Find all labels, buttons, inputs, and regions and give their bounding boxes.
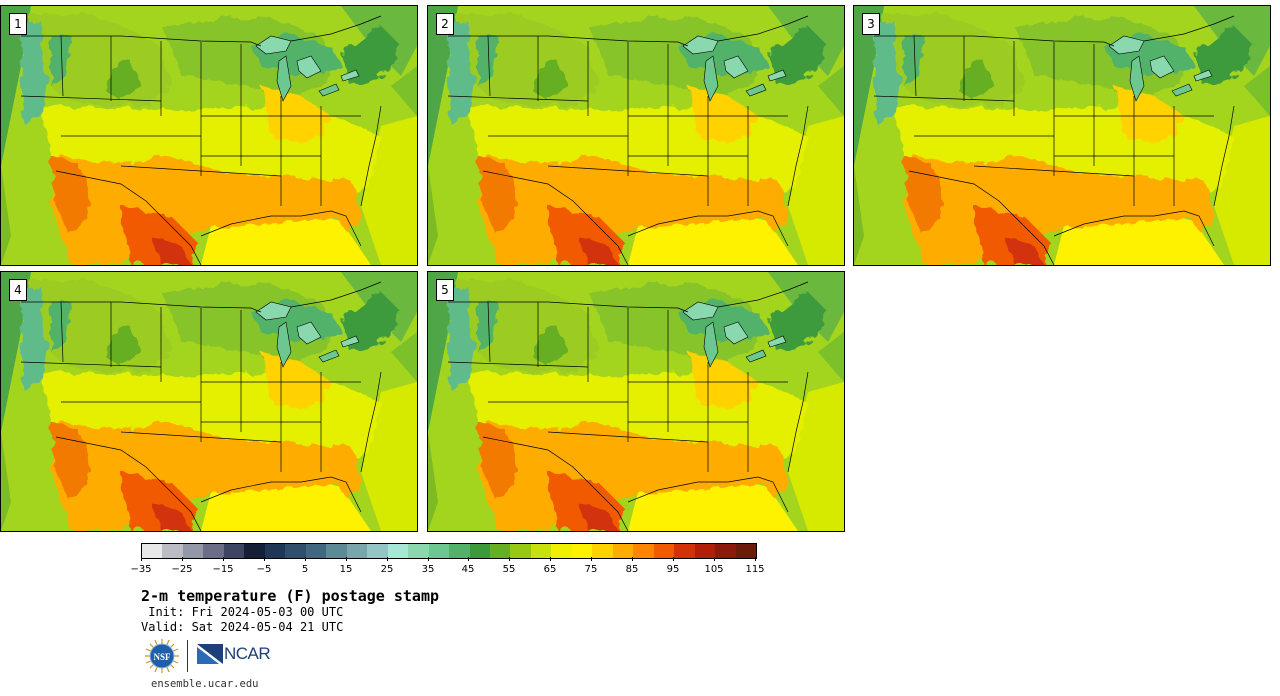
temperature-map-1 (1, 6, 417, 265)
colorbar-swatch (551, 544, 572, 558)
member-number-badge-4: 4 (9, 279, 27, 301)
colorbar-tick (673, 557, 674, 561)
temperature-map-3 (854, 6, 1270, 265)
colorbar-tick (346, 557, 347, 561)
member-number-badge-5: 5 (436, 279, 454, 301)
init-time: Init: Fri 2024-05-03 00 UTC (141, 605, 344, 619)
colorbar-swatch (408, 544, 429, 558)
colorbar-tick (223, 557, 224, 561)
colorbar-swatch (612, 544, 634, 558)
temperature-map-2 (428, 6, 844, 265)
colorbar-tick-label: 25 (380, 564, 394, 575)
colorbar-swatch (346, 544, 368, 558)
colorbar-swatch (142, 544, 163, 558)
colorbar-swatch (715, 544, 736, 558)
colorbar-swatch (530, 544, 552, 558)
logo-divider (187, 640, 188, 672)
ncar-logo-icon (197, 644, 223, 664)
site-url: ensemble.ucar.edu (151, 678, 259, 690)
nsf-logo-text: NSF (153, 652, 171, 662)
colorbar-tick-label: 5 (301, 564, 309, 575)
colorbar-tick (387, 557, 388, 561)
colorbar-swatch (264, 544, 286, 558)
colorbar-tick (468, 557, 469, 561)
colorbar-swatch (735, 544, 757, 558)
colorbar-tick-label: 85 (625, 564, 639, 575)
valid-time: Valid: Sat 2024-05-04 21 UTC (141, 620, 344, 634)
colorbar-swatch (633, 544, 654, 558)
colorbar-tick (264, 557, 265, 561)
colorbar-tick (591, 557, 592, 561)
ensemble-member-map-5: 5 (427, 271, 845, 532)
ncar-logo-text: NCAR (224, 644, 271, 663)
member-number-badge-1: 1 (9, 13, 27, 35)
nsf-logo-icon: NSF (145, 639, 179, 673)
colorbar-swatch (387, 544, 409, 558)
temperature-map-4 (1, 272, 417, 531)
colorbar-swatch (244, 544, 265, 558)
colorbar-tick (428, 557, 429, 561)
colorbar-swatch (469, 544, 490, 558)
colorbar-tick-label: 15 (339, 564, 353, 575)
colorbar-swatch (449, 544, 470, 558)
colorbar-tick-label: 95 (666, 564, 680, 575)
colorbar-tick (714, 557, 715, 561)
colorbar-swatch (510, 544, 531, 558)
colorbar-swatch (653, 544, 675, 558)
colorbar-swatch (162, 544, 183, 558)
colorbar-tick-label: −5 (256, 564, 272, 575)
colorbar-swatch (428, 544, 450, 558)
colorbar-tick-label: 45 (461, 564, 475, 575)
colorbar-tick-label: −35 (130, 564, 152, 575)
colorbar-tick-label: 75 (584, 564, 598, 575)
colorbar-swatch (571, 544, 593, 558)
colorbar-swatch (182, 544, 204, 558)
colorbar-tick (141, 557, 142, 561)
colorbar-tick (182, 557, 183, 561)
colorbar-swatch (285, 544, 306, 558)
ensemble-member-map-4: 4 (0, 271, 418, 532)
colorbar-swatch (694, 544, 716, 558)
colorbar-swatch (674, 544, 695, 558)
temperature-colorbar (141, 543, 757, 559)
colorbar-tick-label: 55 (502, 564, 516, 575)
ensemble-member-map-3: 3 (853, 5, 1271, 266)
colorbar-tick (632, 557, 633, 561)
member-number-badge-3: 3 (862, 13, 880, 35)
colorbar-tick-label: 105 (704, 564, 724, 575)
ensemble-member-map-1: 1 (0, 5, 418, 266)
colorbar-tick (550, 557, 551, 561)
colorbar-tick (305, 557, 306, 561)
colorbar-tick-label: 65 (543, 564, 557, 575)
colorbar-swatch (489, 544, 511, 558)
colorbar-swatch (367, 544, 388, 558)
colorbar-swatch (203, 544, 224, 558)
colorbar-tick-label: −25 (171, 564, 193, 575)
colorbar-swatch (326, 544, 347, 558)
colorbar-swatch (592, 544, 613, 558)
colorbar-tick (509, 557, 510, 561)
colorbar-tick (755, 557, 756, 561)
ensemble-member-map-2: 2 (427, 5, 845, 266)
temperature-map-5 (428, 272, 844, 531)
member-number-badge-2: 2 (436, 13, 454, 35)
colorbar-swatch (223, 544, 245, 558)
colorbar-ticks: −35 −25 −15 −5 5 15 25 35 45 55 65 75 85 95 105 115 (130, 557, 765, 579)
colorbar-tick-label: 115 (745, 564, 765, 575)
colorbar-tick-label: −15 (212, 564, 234, 575)
colorbar-swatch (305, 544, 327, 558)
colorbar-tick-label: 35 (421, 564, 435, 575)
sponsor-logos: NSF NCAR (145, 638, 275, 674)
plot-title: 2-m temperature (F) postage stamp (141, 587, 440, 605)
